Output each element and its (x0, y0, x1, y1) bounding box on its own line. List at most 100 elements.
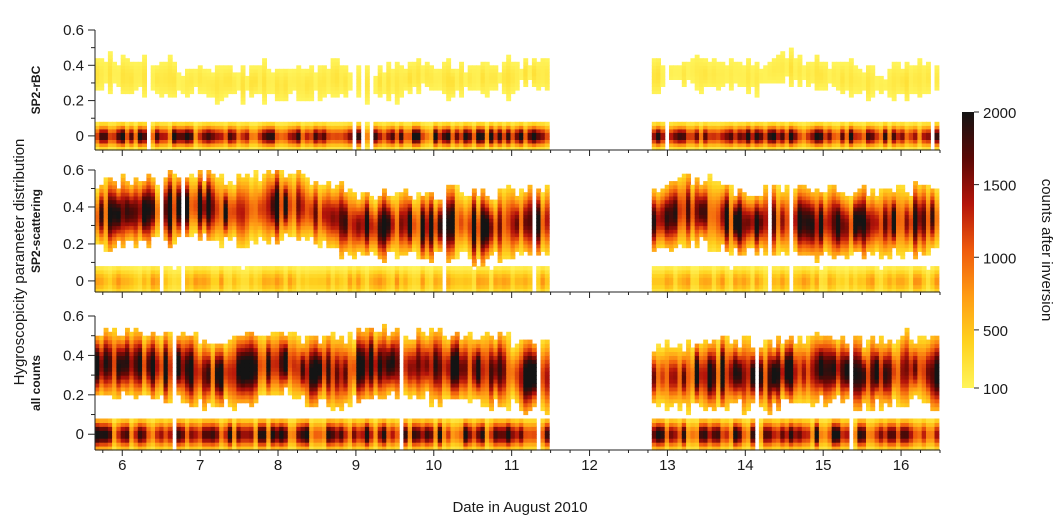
heatmap-cell (446, 225, 452, 230)
heatmap-cell (125, 181, 130, 186)
heatmap-cell (373, 218, 379, 223)
heatmap-cell (454, 251, 460, 256)
heatmap-cell (137, 207, 143, 212)
heatmap-cell (133, 240, 139, 245)
heatmap-cell (403, 225, 409, 230)
heatmap-cell (193, 288, 199, 293)
heatmap-cell (767, 65, 773, 70)
heatmap-cell (197, 221, 203, 227)
heatmap-cell (540, 132, 546, 137)
heatmap-cell (249, 269, 255, 275)
heatmap-cell (810, 125, 816, 130)
heatmap-cell (167, 266, 173, 271)
heatmap-cell (322, 139, 327, 144)
heatmap-cell (407, 229, 413, 234)
heatmap-cell (921, 121, 927, 126)
heatmap-cell (197, 266, 203, 271)
heatmap-cell (120, 79, 126, 84)
heatmap-cell (446, 232, 452, 238)
heatmap-cell (793, 146, 799, 151)
heatmap-cell (484, 269, 490, 275)
heatmap-cell (382, 269, 387, 275)
heatmap-cell (493, 79, 499, 84)
heatmap-cell (446, 273, 452, 278)
heatmap-cell (159, 135, 165, 140)
heatmap-cell (480, 192, 486, 197)
heatmap-cell (360, 284, 366, 289)
heatmap-cell (780, 128, 786, 133)
heatmap-cell (493, 68, 499, 73)
heatmap-cell (227, 210, 233, 215)
heatmap-cell (133, 203, 139, 208)
heatmap-cell (339, 236, 345, 241)
heatmap-cell (471, 128, 477, 133)
heatmap-cell (352, 199, 357, 204)
heatmap-cell (112, 146, 117, 151)
heatmap-cell (420, 221, 426, 227)
heatmap-cell (133, 188, 139, 193)
heatmap-cell (716, 86, 721, 91)
heatmap-cell (677, 121, 683, 126)
heatmap-cell (904, 121, 910, 126)
heatmap-cell (262, 79, 267, 84)
heatmap-cell (926, 72, 931, 77)
heatmap-cell (656, 86, 661, 91)
heatmap-cell (497, 232, 503, 238)
heatmap-cell (724, 139, 730, 144)
heatmap-cell (326, 288, 332, 293)
heatmap-cell (287, 132, 293, 137)
heatmap-cell (103, 240, 109, 245)
heatmap-cell (904, 128, 910, 133)
heatmap-cell (155, 72, 160, 77)
heatmap-cell (480, 277, 486, 282)
heatmap-cell (146, 232, 152, 238)
heatmap-cell (330, 269, 336, 275)
heatmap-cell (390, 288, 396, 293)
heatmap-cell (403, 288, 409, 293)
heatmap-cell (416, 142, 422, 147)
heatmap-cell (240, 273, 246, 278)
heatmap-cell (480, 65, 486, 70)
heatmap-cell (219, 236, 225, 241)
heatmap-cell (240, 125, 246, 130)
heatmap-cell (339, 68, 345, 73)
heatmap-cell (506, 128, 512, 133)
heatmap-cell (292, 132, 297, 137)
heatmap-cell (883, 79, 888, 84)
heatmap-cell (416, 199, 422, 204)
heatmap-cell (510, 75, 516, 80)
heatmap-cell (339, 229, 345, 234)
heatmap-cell (878, 75, 884, 80)
heatmap-cell (810, 75, 816, 80)
heatmap-cell (146, 173, 152, 178)
heatmap-cell (896, 82, 901, 87)
heatmap-cell (137, 79, 143, 84)
heatmap-cell (262, 65, 267, 70)
heatmap-cell (334, 86, 340, 91)
heatmap-cell (707, 142, 713, 147)
heatmap-cell (296, 192, 302, 197)
heatmap-cell (202, 221, 207, 227)
heatmap-cell (874, 86, 880, 91)
heatmap-cell (806, 61, 811, 66)
heatmap-cell (107, 195, 113, 201)
heatmap-cell (300, 93, 306, 98)
heatmap-cell (501, 280, 507, 286)
heatmap-cell (382, 146, 387, 151)
heatmap-cell (206, 146, 212, 151)
heatmap-cell (450, 75, 456, 80)
heatmap-cell (716, 132, 721, 137)
heatmap-cell (660, 65, 666, 70)
heatmap-cell (454, 68, 460, 73)
heatmap-cell (523, 146, 529, 151)
heatmap-cell (262, 236, 267, 241)
heatmap-cell (394, 269, 400, 275)
heatmap-cell (896, 86, 901, 91)
heatmap-cell (463, 210, 469, 215)
heatmap-cell (480, 240, 486, 245)
heatmap-cell (292, 232, 297, 238)
heatmap-cell (373, 236, 379, 241)
heatmap-cell (317, 82, 323, 87)
heatmap-cell (493, 125, 499, 130)
heatmap-cell (519, 125, 524, 130)
